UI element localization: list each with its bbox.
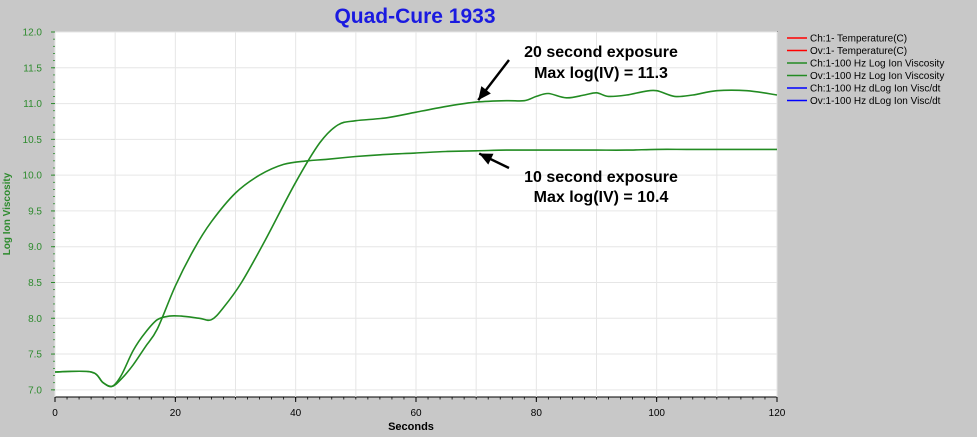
annotation-10s-max: Max log(IV) = 10.4 <box>534 189 669 206</box>
legend-item: Ch:1-100 Hz dLog Ion Visc/dt <box>787 84 941 95</box>
legend-item: Ov:1- Temperature(C) <box>787 46 907 57</box>
legend-item: Ov:1-100 Hz Log Ion Viscosity <box>787 71 944 82</box>
series-lines <box>54 89 778 388</box>
y-axis-ticks: 7.0 7.5 8.0 8.5 9.0 9.5 10.0 10.5 11.0 11.5 12.0 <box>23 28 55 396</box>
legend-label: Ov:1-100 Hz dLog Ion Visc/dt <box>810 96 941 107</box>
x-tick-label: 0 <box>52 408 58 419</box>
y-tick-label: 9.0 <box>28 242 42 253</box>
x-axis-label: Seconds <box>388 421 434 433</box>
legend-label: Ov:1- Temperature(C) <box>810 46 907 57</box>
legend-item: Ov:1-100 Hz dLog Ion Visc/dt <box>787 96 941 107</box>
annotation-20s-max: Max log(IV) = 11.3 <box>534 65 668 82</box>
x-tick-label: 80 <box>531 408 543 419</box>
legend-label: Ch:1-100 Hz Log Ion Viscosity <box>810 59 944 70</box>
annotation-arrow-20s <box>477 59 510 101</box>
x-tick-label: 60 <box>410 408 422 419</box>
annotations: 20 second exposure Max log(IV) = 11.3 10 s… <box>477 44 678 206</box>
annotation-arrow-10s <box>478 152 510 170</box>
y-tick-label: 8.0 <box>28 314 42 325</box>
annotation-20s-title: 20 second exposure <box>524 44 678 61</box>
y-tick-label: 12.0 <box>23 28 43 39</box>
x-axis-ticks: 0 20 40 60 80 100 120 <box>52 397 786 419</box>
annotation-10s-title: 10 second exposure <box>524 169 678 186</box>
y-tick-label: 8.5 <box>28 278 42 289</box>
y-tick-label: 10.0 <box>23 171 43 182</box>
legend-label: Ov:1-100 Hz Log Ion Viscosity <box>810 71 944 82</box>
y-tick-label: 7.5 <box>28 350 42 361</box>
x-tick-label: 100 <box>648 408 665 419</box>
y-axis-label: Log Ion Viscosity <box>2 172 13 255</box>
legend-label: Ch:1-100 Hz dLog Ion Visc/dt <box>810 84 941 95</box>
legend-item: Ch:1-100 Hz Log Ion Viscosity <box>787 59 944 70</box>
series-line-1 <box>54 148 777 388</box>
y-tick-label: 7.0 <box>28 385 42 396</box>
x-tick-label: 40 <box>290 408 302 419</box>
y-tick-label: 11.5 <box>23 63 42 74</box>
x-tick-label: 120 <box>769 408 786 419</box>
legend-item: Ch:1- Temperature(C) <box>787 34 907 45</box>
legend-label: Ch:1- Temperature(C) <box>810 34 907 45</box>
y-tick-label: 10.5 <box>23 135 43 146</box>
legend: Ch:1- Temperature(C)Ov:1- Temperature(C)… <box>787 34 944 107</box>
y-tick-label: 11.0 <box>23 99 42 110</box>
series-line-2 <box>54 89 778 388</box>
chart-title: Quad-Cure 1933 <box>334 5 495 28</box>
x-tick-label: 20 <box>170 408 182 419</box>
y-tick-label: 9.5 <box>28 206 42 217</box>
